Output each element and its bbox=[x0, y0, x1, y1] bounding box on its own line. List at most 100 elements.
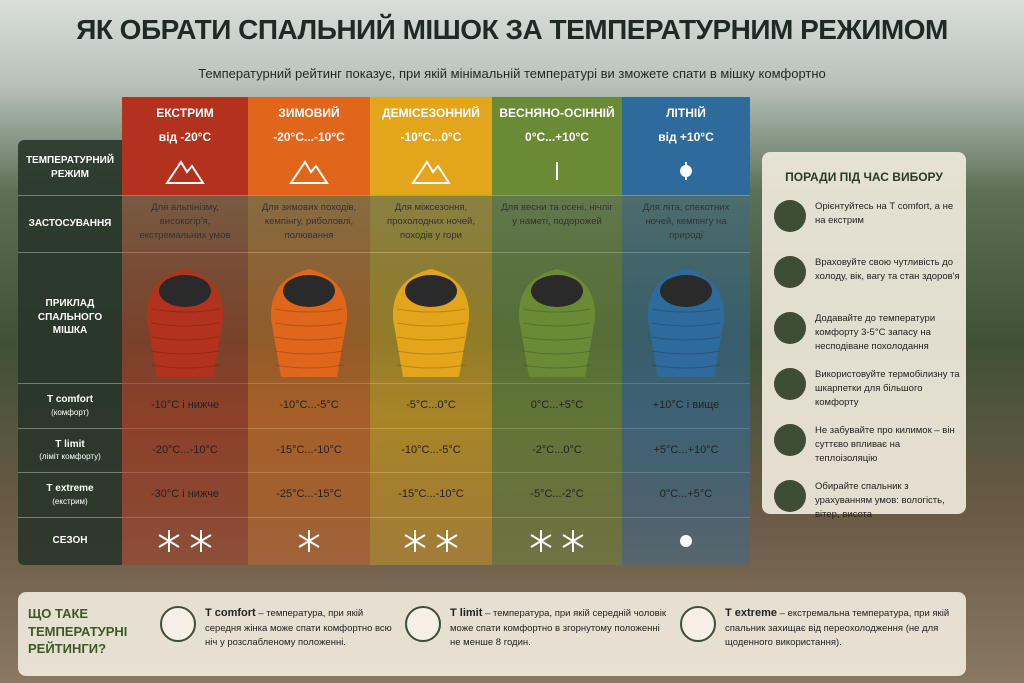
icon bbox=[165, 158, 205, 189]
column-header bbox=[122, 97, 248, 195]
icon bbox=[537, 158, 577, 189]
temperature: +10°C і вище bbox=[652, 399, 720, 411]
tip-text: Додавайте до температури комфорту 3-5°C … bbox=[815, 313, 936, 352]
temperature: -15°C...-10°C bbox=[276, 444, 342, 456]
row-label: T extreme (екстрим) bbox=[22, 472, 118, 517]
subtitle: Температурний рейтинг показує, при якій … bbox=[198, 66, 826, 81]
column-name: ВЕСНЯНО-ОСІННІЙ bbox=[499, 106, 615, 120]
column-name: ЛІТНІЙ bbox=[666, 106, 706, 120]
column-body bbox=[622, 195, 750, 565]
temperature: -10°C...-5°C bbox=[279, 399, 339, 411]
tip-text: Не забувайте про килимок – він суттєво в… bbox=[815, 425, 955, 464]
footer-icon bbox=[405, 606, 441, 642]
row-label-title: ПРИКЛАД СПАЛЬНОГО МІШКА bbox=[37, 298, 103, 337]
sleeping-bag bbox=[383, 259, 479, 384]
usage: Для міжсезоння, прохолодних ночей, поход… bbox=[386, 202, 476, 241]
usage: Для весни та осені, нічліг у наметі, под… bbox=[501, 202, 613, 227]
icon bbox=[666, 158, 706, 189]
temperature: -10°C і нижче bbox=[150, 399, 220, 411]
column-header bbox=[370, 97, 492, 195]
footer-text: – екстремальна температура, при якій спа… bbox=[725, 608, 950, 648]
row-label: СЕЗОН bbox=[22, 517, 118, 565]
row-label-note: (комфорт) bbox=[51, 407, 89, 417]
temperature: 0°C...+5°C bbox=[659, 488, 713, 500]
temperature: -2°C...0°C bbox=[532, 444, 582, 456]
column-name: ЕКСТРИМ bbox=[156, 106, 214, 120]
column-body bbox=[492, 195, 622, 565]
footer-item: T comfort – температура, при якій середн… bbox=[205, 605, 395, 650]
temperature: -5°C...0°C bbox=[406, 399, 456, 411]
tip-icon bbox=[774, 200, 806, 232]
footer-term: T comfort bbox=[205, 607, 256, 619]
column-range: -20°C...-10°C bbox=[273, 130, 345, 144]
column-range: 0°C...+10°C bbox=[525, 130, 589, 144]
temperature: -25°C...-15°C bbox=[276, 488, 342, 500]
row-label-note: (екстрим) bbox=[52, 496, 88, 506]
footer-item: T extreme – екстремальна температура, пр… bbox=[725, 605, 950, 650]
row-label-title: ЗАСТОСУВАННЯ bbox=[28, 217, 112, 229]
footer-text: – температура, при якій середня жінка мо… bbox=[205, 608, 392, 648]
temperature: -20°C...-10°C bbox=[152, 444, 218, 456]
column-body bbox=[248, 195, 370, 565]
season-icon bbox=[297, 529, 321, 553]
season-icon bbox=[529, 529, 585, 553]
column-range: від -20°C bbox=[158, 130, 212, 144]
row-label-title: T comfort bbox=[46, 394, 94, 406]
sleeping-bag bbox=[137, 259, 233, 384]
usage: Для зимових походів, кемпінгу, риболовлі… bbox=[261, 202, 357, 241]
footer-icon bbox=[160, 606, 196, 642]
temperature: +5°C...+10°C bbox=[653, 444, 719, 456]
season-icon bbox=[403, 529, 459, 553]
season-icon bbox=[157, 529, 213, 553]
usage: Для альпінізму, високогір'я, екстремальн… bbox=[139, 202, 231, 241]
column-name: ЗИМОВИЙ bbox=[278, 106, 340, 120]
column-body bbox=[370, 195, 492, 565]
row-label: T comfort (комфорт) bbox=[22, 383, 118, 428]
title: ЯК ОБРАТИ СПАЛЬНИЙ МІШОК ЗА ТЕМПЕРАТУРНИ… bbox=[76, 14, 948, 45]
tip-icon bbox=[774, 256, 806, 288]
row-label: ТЕМПЕРАТУРНИЙ РЕЖИМ bbox=[22, 140, 118, 195]
tips-title: ПОРАДИ ПІД ЧАС ВИБОРУ bbox=[785, 170, 943, 184]
tip-icon bbox=[774, 368, 806, 400]
season-icon bbox=[674, 529, 698, 553]
footer-text: – температура, при якій середній чоловік… bbox=[450, 608, 666, 648]
tip-icon bbox=[774, 480, 806, 512]
temperature: -15°C...-10°C bbox=[398, 488, 464, 500]
icon bbox=[289, 158, 329, 189]
row-label-title: T extreme bbox=[46, 483, 94, 495]
row-label-note: (ліміт комфорту) bbox=[39, 452, 101, 462]
tip-text: Враховуйте свою чутливість до холоду, ві… bbox=[815, 257, 960, 282]
footer-title: ЩО ТАКЕ ТЕМПЕРАТУРНІ РЕЙТИНГИ? bbox=[28, 606, 128, 657]
icon bbox=[411, 158, 451, 189]
footer-icon bbox=[680, 606, 716, 642]
row-label: T limit (ліміт комфорту) bbox=[22, 428, 118, 472]
usage: Для літа, спекотних ночей, кемпінгу на п… bbox=[642, 202, 730, 241]
sleeping-bag bbox=[638, 259, 734, 384]
tip-icon bbox=[774, 424, 806, 456]
temperature: 0°C...+5°C bbox=[530, 399, 584, 411]
row-label: ПРИКЛАД СПАЛЬНОГО МІШКА bbox=[22, 252, 118, 383]
column-name: ДЕМІСЕЗОННИЙ bbox=[382, 106, 480, 120]
row-label: ЗАСТОСУВАННЯ bbox=[22, 195, 118, 252]
sleeping-bag bbox=[261, 259, 357, 384]
footer-term: T extreme bbox=[725, 607, 777, 619]
temperature: -5°C...-2°C bbox=[530, 488, 584, 500]
column-range: -10°C...0°C bbox=[400, 130, 462, 144]
tip-text: Орієнтуйтесь на T comfort, а не на екстр… bbox=[815, 201, 954, 226]
column-range: від +10°C bbox=[658, 130, 714, 144]
sleeping-bag bbox=[509, 259, 605, 384]
column-header bbox=[248, 97, 370, 195]
footer-item: T limit – температура, при якій середній… bbox=[450, 605, 670, 650]
tip-icon bbox=[774, 312, 806, 344]
tip-text: Використовуйте термобілизну та шкарпетки… bbox=[815, 369, 960, 408]
temperature: -10°C...-5°C bbox=[401, 444, 461, 456]
footer-term: T limit bbox=[450, 607, 483, 619]
temperature: -30°C і нижче bbox=[150, 488, 220, 500]
row-label-title: ТЕМПЕРАТУРНИЙ РЕЖИМ bbox=[25, 155, 115, 180]
column-body bbox=[122, 195, 248, 565]
tip-text: Обирайте спальник з урахуванням умов: во… bbox=[815, 481, 945, 520]
row-label-bg bbox=[18, 140, 122, 565]
row-label-title: T limit bbox=[55, 438, 85, 450]
row-label-title: СЕЗОН bbox=[52, 535, 88, 547]
